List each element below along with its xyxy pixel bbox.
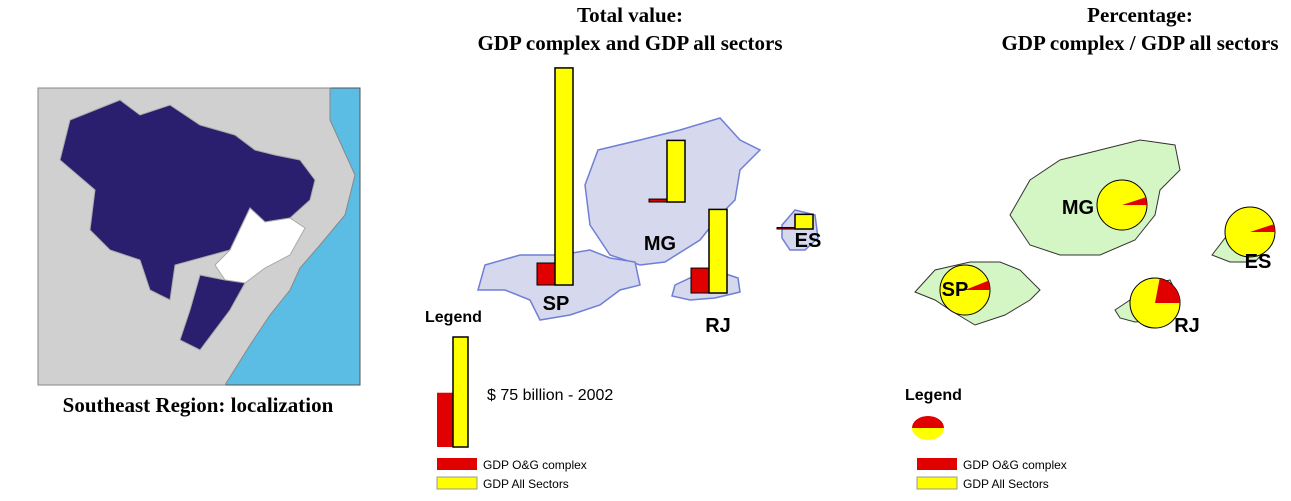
pie-complex	[1122, 197, 1147, 205]
state-mg	[1009, 139, 1181, 256]
bar-all	[794, 213, 814, 230]
legend-pie-top	[912, 416, 944, 428]
state-label: RJ	[1174, 315, 1200, 337]
state-label: MG	[644, 233, 676, 255]
title: GDP complex / GDP all sectors	[1001, 31, 1278, 55]
southeast-region	[214, 207, 306, 284]
brazil-map	[37, 87, 361, 386]
bar-complex	[776, 227, 796, 230]
legend-title: Legend	[425, 309, 482, 326]
legend-pie-bottom	[912, 428, 944, 440]
pie-complex	[1155, 278, 1180, 303]
bar-all	[554, 67, 574, 286]
caption: Southeast Region: localization	[63, 393, 334, 417]
south-region	[179, 274, 246, 351]
bar-all	[708, 208, 728, 294]
state-label: ES	[795, 230, 822, 252]
legend-bar-complex	[437, 392, 453, 447]
title: GDP complex and GDP all sectors	[477, 31, 782, 55]
state-label: SP	[543, 293, 570, 315]
bar-all	[666, 139, 686, 203]
bar-complex	[648, 198, 668, 203]
legend-item: GDP All Sectors	[963, 477, 1049, 491]
legend-item: GDP All Sectors	[483, 477, 569, 491]
state-label: MG	[1062, 197, 1094, 219]
title: Percentage:	[1087, 3, 1193, 27]
legend-title: Legend	[905, 387, 962, 404]
legend-item: GDP O&G complex	[483, 458, 587, 472]
state-label: RJ	[705, 315, 731, 337]
bar-complex	[536, 262, 556, 286]
bar-complex	[690, 267, 710, 294]
legend-sample-label: $ 75 billion - 2002	[487, 387, 613, 404]
state-label: SP	[942, 279, 969, 301]
legend-pie	[912, 416, 944, 440]
legend-swatch	[437, 458, 477, 470]
state-label: ES	[1245, 251, 1272, 273]
pie-complex	[965, 280, 990, 290]
legend-bar-all	[452, 336, 469, 448]
legend-swatch	[917, 458, 957, 470]
legend-swatch	[436, 476, 478, 490]
pie-complex	[1250, 224, 1275, 232]
legend-swatch	[916, 476, 958, 490]
title: Total value:	[577, 3, 683, 27]
legend-item: GDP O&G complex	[963, 458, 1067, 472]
